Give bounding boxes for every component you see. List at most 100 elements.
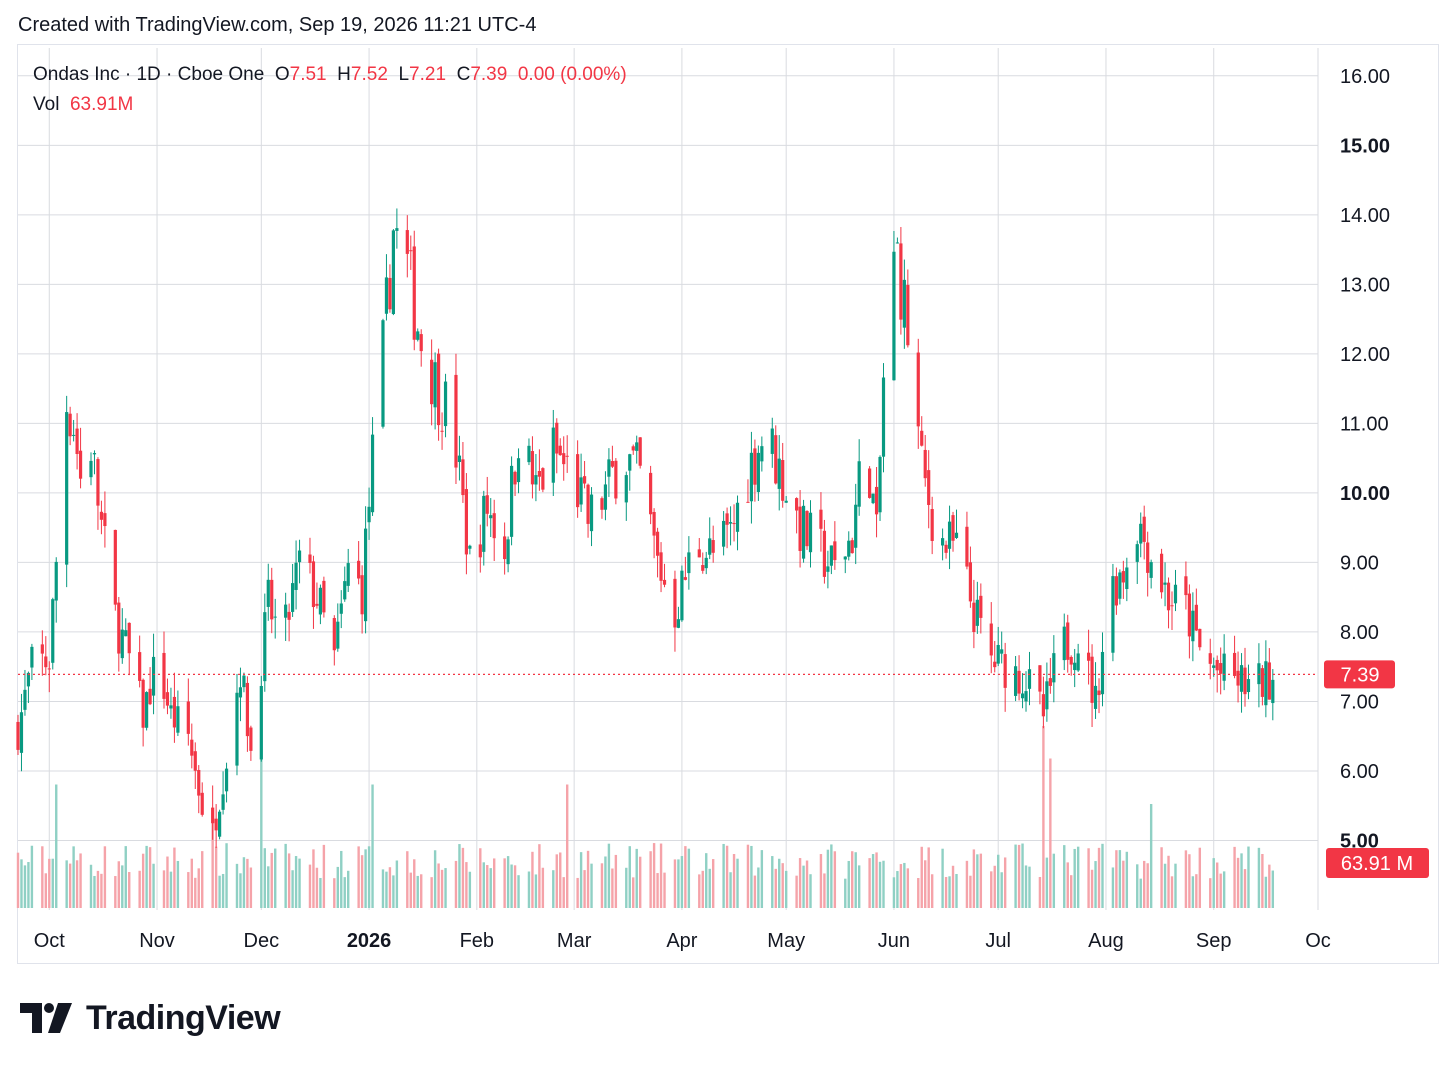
volume-bar bbox=[128, 872, 131, 908]
volume-bar bbox=[1139, 878, 1142, 908]
candle-body bbox=[1166, 582, 1171, 611]
candle-body bbox=[582, 476, 587, 484]
volume-bar bbox=[312, 849, 315, 908]
candle-body bbox=[968, 562, 973, 602]
candle-body bbox=[162, 652, 166, 699]
candle-body bbox=[68, 413, 72, 437]
candle-body bbox=[148, 688, 152, 705]
volume-bar bbox=[1271, 870, 1275, 908]
candle-body bbox=[72, 434, 76, 436]
candle-body bbox=[680, 570, 684, 621]
volume-bar bbox=[169, 871, 173, 908]
volume-bar bbox=[917, 878, 920, 908]
candle-body bbox=[395, 228, 399, 231]
volume-bar bbox=[333, 878, 336, 908]
volume-bar bbox=[489, 868, 492, 908]
volume-bar bbox=[30, 845, 34, 908]
candle-body bbox=[1219, 663, 1223, 674]
candle-body bbox=[895, 242, 900, 244]
volume-bar bbox=[527, 871, 531, 908]
candle-body bbox=[430, 359, 434, 405]
candle-body bbox=[795, 498, 799, 511]
price-tick-label: 16.00 bbox=[1340, 66, 1390, 88]
candle-body bbox=[1271, 679, 1275, 704]
volume-label[interactable]: Vol bbox=[33, 94, 60, 115]
candle-body bbox=[1013, 666, 1018, 696]
candle-body bbox=[339, 603, 343, 614]
volume-bar bbox=[510, 864, 513, 908]
volume-bar bbox=[270, 852, 273, 908]
volume-bar bbox=[176, 860, 180, 908]
volume-bar bbox=[1247, 846, 1250, 908]
volume-bar bbox=[430, 877, 433, 908]
grid-lines bbox=[18, 48, 1319, 910]
candle-body bbox=[951, 515, 955, 541]
volume-bar bbox=[607, 843, 611, 908]
volume-bar bbox=[1174, 863, 1177, 908]
candle-body bbox=[614, 460, 618, 499]
volume-bar bbox=[565, 784, 569, 908]
candle-body bbox=[457, 455, 462, 462]
tradingview-brand[interactable]: TradingView bbox=[20, 998, 281, 1038]
volume-bar bbox=[187, 872, 190, 908]
volume-bar bbox=[604, 856, 607, 908]
volume-bar bbox=[965, 860, 969, 908]
close-label: C bbox=[456, 64, 471, 85]
candle-body bbox=[687, 552, 691, 574]
candle-body bbox=[242, 675, 246, 688]
candle-body bbox=[749, 452, 754, 502]
candle-body bbox=[238, 687, 243, 698]
volume-bar bbox=[343, 877, 346, 908]
volume-bar bbox=[1063, 845, 1066, 908]
candle-body bbox=[1027, 669, 1032, 689]
price-tick-label: 12.00 bbox=[1340, 344, 1390, 366]
volume-bar bbox=[760, 850, 764, 908]
volume-bar bbox=[972, 849, 976, 908]
candle-body bbox=[725, 513, 729, 525]
volume-bar bbox=[638, 856, 642, 908]
volume-bar bbox=[444, 868, 447, 908]
close-value: 7.39 bbox=[470, 64, 508, 85]
candle-body bbox=[777, 458, 781, 489]
candle-body bbox=[1267, 662, 1271, 700]
volume-bar bbox=[458, 844, 461, 908]
volume-bar bbox=[1042, 726, 1045, 908]
candle-body bbox=[892, 251, 896, 381]
volume-bar bbox=[1122, 860, 1125, 908]
volume-bar bbox=[145, 845, 148, 908]
candle-body bbox=[290, 583, 295, 612]
brand-name: TradingView bbox=[86, 998, 281, 1037]
volume-bar bbox=[930, 874, 934, 908]
candle-body bbox=[1093, 685, 1098, 709]
volume-bar bbox=[267, 866, 270, 908]
candlestick-series bbox=[16, 208, 1275, 848]
volume-bar bbox=[920, 846, 923, 908]
candle-body bbox=[631, 446, 635, 451]
tradingview-logo-icon bbox=[20, 1003, 72, 1033]
volume-bar bbox=[798, 858, 802, 908]
volume-bar bbox=[1264, 876, 1268, 908]
candle-body bbox=[1062, 626, 1066, 661]
volume-bar bbox=[997, 854, 1000, 908]
candle-body bbox=[47, 668, 51, 670]
candle-body bbox=[412, 246, 416, 340]
volume-bar bbox=[531, 851, 534, 908]
volume-bar bbox=[1261, 853, 1264, 908]
volume-bar bbox=[576, 877, 579, 908]
volume-bar bbox=[454, 860, 458, 908]
volume-bar bbox=[844, 878, 847, 908]
candle-body bbox=[530, 451, 535, 485]
candle-body bbox=[224, 768, 229, 792]
candle-body bbox=[1020, 693, 1025, 699]
symbol-title[interactable]: Ondas Inc · 1D · Cboe One bbox=[33, 64, 265, 85]
candle-body bbox=[1184, 576, 1188, 596]
candle-body bbox=[214, 818, 218, 831]
volume-bar bbox=[1170, 876, 1174, 908]
candle-body bbox=[555, 422, 559, 454]
candle-body bbox=[169, 705, 173, 709]
volume-bar bbox=[990, 871, 993, 908]
volume-bar bbox=[1090, 869, 1094, 908]
volume-bar bbox=[482, 862, 485, 908]
time-tick-label: Jul bbox=[985, 930, 1011, 952]
